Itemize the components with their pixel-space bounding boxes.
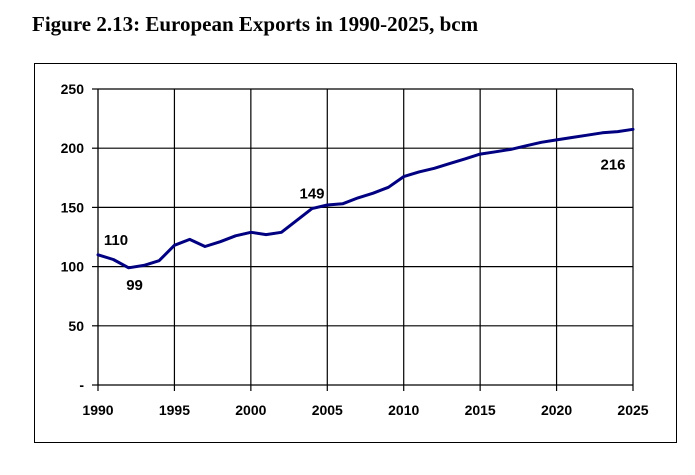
y-tick-label: -	[79, 377, 84, 393]
data-label: 216	[600, 156, 625, 173]
x-tick-label: 2025	[617, 402, 648, 418]
data-label: 149	[299, 186, 324, 203]
x-tick-label: 2000	[235, 402, 266, 418]
axes	[92, 88, 634, 391]
data-labels: 110 99 149 216	[104, 156, 626, 294]
x-tick-label: 1995	[159, 402, 190, 418]
series-lines	[96, 127, 635, 270]
x-tick-label: 2015	[465, 402, 496, 418]
x-tick-label: 2010	[388, 402, 419, 418]
y-tick-label: 50	[68, 318, 84, 334]
x-tick-label: 2020	[541, 402, 572, 418]
y-tick-label: 250	[61, 81, 85, 97]
data-label: 110	[104, 232, 128, 249]
chart-title: Figure 2.13: European Exports in 1990-20…	[32, 12, 479, 36]
y-tick-label: 200	[61, 140, 85, 156]
tick-labels: - 50 100 150 200 250 1990 1995 2000 2005 2010 2015 2…	[61, 81, 649, 418]
chart-frame	[34, 63, 677, 443]
grid-lines	[98, 88, 634, 385]
x-tick-label: 1990	[82, 402, 113, 418]
y-tick-label: 100	[61, 259, 85, 275]
data-label: 99	[126, 277, 143, 294]
y-tick-label: 150	[61, 199, 85, 215]
x-tick-label: 2005	[312, 402, 343, 418]
series-line	[96, 127, 635, 270]
